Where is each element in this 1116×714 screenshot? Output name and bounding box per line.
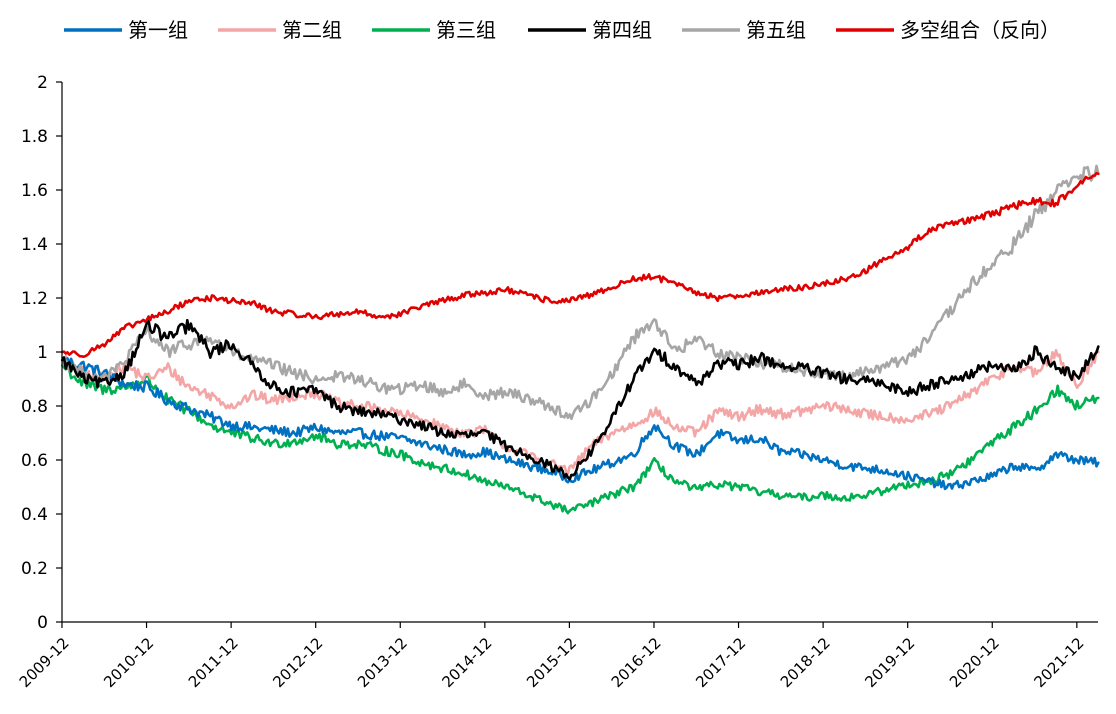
legend-label-2: 第三组 <box>436 18 496 42</box>
x-tick-label: 2016-12 <box>608 634 665 691</box>
legend-label-1: 第二组 <box>282 18 342 42</box>
x-tick-label: 2019-12 <box>861 634 918 691</box>
legend-label-0: 第一组 <box>128 18 188 42</box>
y-tick-label: 1.2 <box>21 289 48 309</box>
x-tick-label: 2018-12 <box>777 634 834 691</box>
y-tick-label: 0.6 <box>21 451 48 471</box>
y-tick-label: 0.2 <box>21 559 48 579</box>
series-line-3 <box>60 318 1100 481</box>
x-tick-label: 2012-12 <box>269 634 326 691</box>
x-tick-label: 2014-12 <box>439 634 496 691</box>
x-tick-label: 2017-12 <box>692 634 749 691</box>
legend-label-5: 多空组合（反向） <box>900 18 1060 42</box>
series-line-5 <box>60 171 1100 359</box>
series-line-4 <box>60 164 1100 421</box>
y-tick-label: 2 <box>37 73 48 93</box>
x-tick-label: 2010-12 <box>100 634 157 691</box>
x-tick-label: 2011-12 <box>185 634 242 691</box>
y-tick-label: 1.8 <box>21 127 48 147</box>
legend-label-4: 第五组 <box>746 18 806 42</box>
x-tick-label: 2021-12 <box>1031 634 1088 691</box>
y-tick-label: 1 <box>37 343 48 363</box>
x-axis-ticks: 2009-12 2010-12 2011-12 2012-12 2013-12 2014-… <box>16 622 1088 691</box>
series-line-2 <box>60 364 1100 515</box>
series-line-0 <box>60 356 1100 491</box>
y-axis-ticks: 0 0.2 0.4 0.6 0.8 1 1.2 1.4 1.6 1.8 2 <box>21 73 62 633</box>
legend: 第一组 第二组 第三组 第四组 第五组 多空组合（反向） <box>64 18 1060 42</box>
series-lines <box>60 164 1100 515</box>
y-tick-label: 0 <box>37 613 48 633</box>
y-tick-label: 0.8 <box>21 397 48 417</box>
x-tick-label: 2013-12 <box>354 634 411 691</box>
x-tick-label: 2009-12 <box>16 634 73 691</box>
y-tick-label: 0.4 <box>21 505 48 525</box>
y-tick-label: 1.6 <box>21 181 48 201</box>
x-tick-label: 2015-12 <box>523 634 580 691</box>
x-tick-label: 2020-12 <box>946 634 1003 691</box>
y-tick-label: 1.4 <box>21 235 48 255</box>
legend-label-3: 第四组 <box>592 18 652 42</box>
